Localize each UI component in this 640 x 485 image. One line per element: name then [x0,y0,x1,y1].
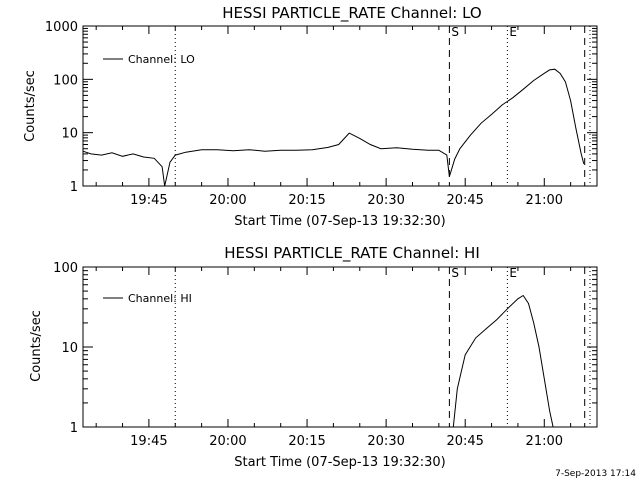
x-tick-label: 20:45 [446,434,483,449]
marker-label-e: E [509,25,517,39]
panel-lo-time-markers [174,26,591,186]
panel-hi-time-markers [174,267,591,427]
panel-lo-legend-label: Channel: LO [128,53,195,66]
panel-lo-x-axis-label: Start Time (07-Sep-13 19:32:30) [234,214,445,229]
x-tick-label: 20:00 [209,434,246,449]
panel-lo-axes: 19:45 20:00 20:15 20:30 20:45 21:00 1 10 100 1000 [45,20,598,208]
panel-lo-series [82,68,585,187]
y-tick-label: 10 [61,341,78,356]
x-tick-label: 20:15 [288,434,325,449]
series-line [452,294,554,428]
x-tick-label: 21:00 [526,193,563,208]
panel-hi-title: HESSI PARTICLE_RATE Channel: HI [224,244,480,263]
y-tick-label: 10 [61,127,78,142]
panel-hi-axes: 19:45 20:00 20:15 20:30 20:45 21:00 1 10 100 [53,261,598,449]
marker-label-s: S [451,25,459,39]
y-tick-label: 1 [70,180,78,195]
panel-lo: HESSI PARTICLE_RATE Channel: LO 19:45 20:… [23,4,598,229]
x-tick-label: 20:15 [288,193,325,208]
panel-hi-series [452,294,554,428]
panel-hi-legend-label: Channel: HI [128,292,192,305]
x-tick-label: 20:00 [209,193,246,208]
panel-hi-x-axis-label: Start Time (07-Sep-13 19:32:30) [234,455,445,470]
panel-lo-title: HESSI PARTICLE_RATE Channel: LO [222,4,481,23]
panel-hi-plot-area [82,266,598,428]
x-tick-label: 20:30 [367,434,404,449]
panel-lo-legend: Channel: LO [103,53,195,66]
x-tick-label: 20:30 [367,193,404,208]
panel-hi-legend: Channel: HI [103,292,192,305]
series-line [82,68,585,187]
panel-hi-y-axis-label: Counts/sec [29,310,44,382]
marker-label-s: S [451,266,459,280]
y-tick-label: 100 [53,261,78,276]
panel-lo-plot-area [82,25,598,187]
panel-hi: HESSI PARTICLE_RATE Channel: HI 19:45 20:… [29,244,598,470]
x-tick-label: 19:45 [130,434,167,449]
x-tick-label: 20:45 [446,193,483,208]
panel-lo-y-axis-label: Counts/sec [23,70,38,142]
y-tick-label: 1 [70,421,78,436]
y-tick-label: 100 [53,73,78,88]
x-tick-label: 19:45 [130,193,167,208]
marker-label-e: E [509,266,517,280]
y-tick-label: 1000 [45,20,78,35]
x-tick-label: 21:00 [526,434,563,449]
footer-timestamp: 7-Sep-2013 17:14 [555,469,636,479]
